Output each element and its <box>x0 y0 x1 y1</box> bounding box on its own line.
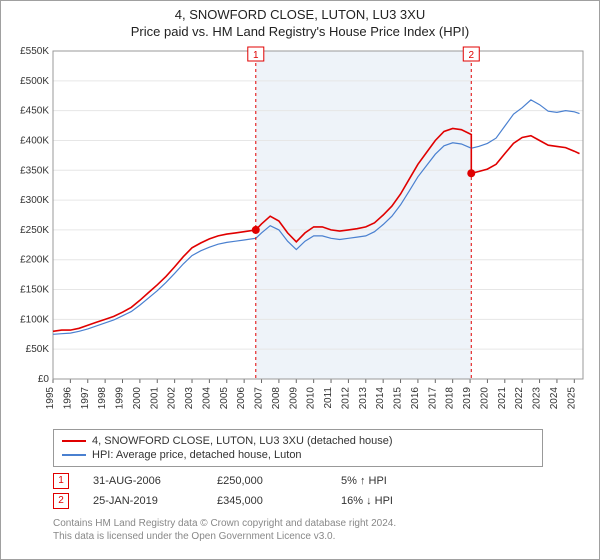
marker-price: £345,000 <box>217 495 317 507</box>
svg-text:1995: 1995 <box>45 386 56 409</box>
svg-text:2012: 2012 <box>340 386 351 409</box>
svg-text:£500K: £500K <box>20 76 49 87</box>
svg-text:2011: 2011 <box>323 386 334 408</box>
marker-price: £250,000 <box>217 475 317 487</box>
svg-text:£300K: £300K <box>20 195 49 206</box>
svg-text:2023: 2023 <box>532 386 543 409</box>
sale-marker-table: 1 31-AUG-2006 £250,000 5% ↑ HPI 2 25-JAN… <box>53 471 589 511</box>
svg-text:2001: 2001 <box>149 386 160 409</box>
svg-text:2002: 2002 <box>167 386 178 409</box>
svg-text:£150K: £150K <box>20 284 49 295</box>
svg-text:2016: 2016 <box>410 386 421 409</box>
title-line-2: Price paid vs. HM Land Registry's House … <box>11 24 589 41</box>
svg-text:2013: 2013 <box>358 386 369 409</box>
chart-title: 4, SNOWFORD CLOSE, LUTON, LU3 3XU Price … <box>11 7 589 41</box>
svg-text:1996: 1996 <box>62 386 73 409</box>
title-line-1: 4, SNOWFORD CLOSE, LUTON, LU3 3XU <box>11 7 589 24</box>
svg-text:£200K: £200K <box>20 255 49 266</box>
svg-text:£350K: £350K <box>20 165 49 176</box>
marker-delta: 16% ↓ HPI <box>341 495 441 507</box>
svg-text:2010: 2010 <box>306 386 317 409</box>
legend-label: 4, SNOWFORD CLOSE, LUTON, LU3 3XU (detac… <box>92 435 393 447</box>
svg-text:2007: 2007 <box>254 386 265 409</box>
svg-text:2008: 2008 <box>271 386 282 409</box>
svg-text:2003: 2003 <box>184 386 195 409</box>
marker-badge: 1 <box>53 473 69 489</box>
footer-line-1: Contains HM Land Registry data © Crown c… <box>53 517 589 530</box>
svg-text:2: 2 <box>468 50 474 61</box>
svg-text:£0: £0 <box>38 374 50 385</box>
svg-text:1998: 1998 <box>97 386 108 409</box>
svg-text:2005: 2005 <box>219 386 230 409</box>
svg-text:2025: 2025 <box>566 386 577 409</box>
svg-text:£50K: £50K <box>26 344 50 355</box>
svg-text:£550K: £550K <box>20 46 49 57</box>
sale-marker-row: 2 25-JAN-2019 £345,000 16% ↓ HPI <box>53 491 589 511</box>
legend-swatch <box>62 440 86 442</box>
svg-text:2017: 2017 <box>427 386 438 409</box>
svg-text:1999: 1999 <box>115 386 126 409</box>
chart-area: £0 £50K £100K £150K £200K £250K £300K £350K £400… <box>11 45 589 425</box>
sale-marker-row: 1 31-AUG-2006 £250,000 5% ↑ HPI <box>53 471 589 491</box>
svg-text:2019: 2019 <box>462 386 473 409</box>
svg-text:2000: 2000 <box>132 386 143 409</box>
line-chart-svg: £0 £50K £100K £150K £200K £250K £300K £350K £400… <box>11 45 589 425</box>
marker-date: 25-JAN-2019 <box>93 495 193 507</box>
chart-container: 4, SNOWFORD CLOSE, LUTON, LU3 3XU Price … <box>0 0 600 560</box>
svg-text:£400K: £400K <box>20 135 49 146</box>
marker-date: 31-AUG-2006 <box>93 475 193 487</box>
svg-text:2006: 2006 <box>236 386 247 409</box>
svg-text:£250K: £250K <box>20 225 49 236</box>
footer-attribution: Contains HM Land Registry data © Crown c… <box>53 517 589 543</box>
svg-text:£450K: £450K <box>20 105 49 116</box>
legend: 4, SNOWFORD CLOSE, LUTON, LU3 3XU (detac… <box>53 429 543 467</box>
marker-badge: 2 <box>53 493 69 509</box>
svg-text:2021: 2021 <box>497 386 508 409</box>
footer-line-2: This data is licensed under the Open Gov… <box>53 530 589 543</box>
svg-text:1: 1 <box>253 50 259 61</box>
svg-text:2004: 2004 <box>201 386 212 409</box>
svg-text:2018: 2018 <box>445 386 456 409</box>
legend-item: HPI: Average price, detached house, Luto… <box>62 448 534 462</box>
svg-text:2015: 2015 <box>393 386 404 409</box>
svg-text:1997: 1997 <box>80 386 91 409</box>
legend-swatch <box>62 454 86 456</box>
svg-text:2022: 2022 <box>514 386 525 409</box>
legend-label: HPI: Average price, detached house, Luto… <box>92 449 302 461</box>
svg-text:2014: 2014 <box>375 386 386 409</box>
marker-delta: 5% ↑ HPI <box>341 475 441 487</box>
svg-text:2020: 2020 <box>479 386 490 409</box>
svg-text:£100K: £100K <box>20 314 49 325</box>
svg-text:2024: 2024 <box>549 386 560 409</box>
legend-item: 4, SNOWFORD CLOSE, LUTON, LU3 3XU (detac… <box>62 434 534 448</box>
svg-text:2009: 2009 <box>288 386 299 409</box>
